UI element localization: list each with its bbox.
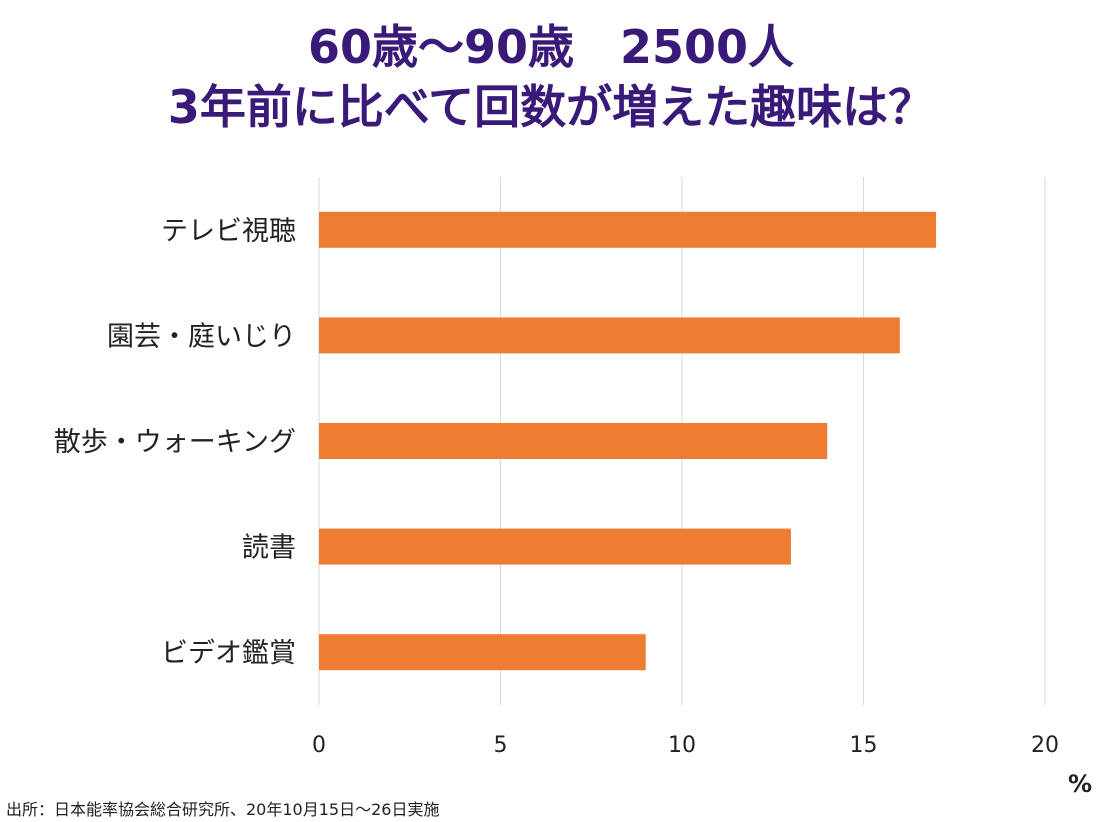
x-tick-label: 15 (850, 733, 878, 758)
bar (319, 211, 937, 248)
chart-title-line1: 60歳〜90歳 2500人 (307, 20, 795, 74)
bar (319, 317, 900, 354)
category-label: ビデオ鑑賞 (161, 638, 296, 669)
category-label: 読書 (242, 533, 296, 564)
x-tick-label: 10 (668, 733, 696, 758)
x-tick-label: 0 (312, 733, 326, 758)
chart-title-line2: 3年前に比べて回数が増えた趣味は？ (167, 80, 935, 134)
x-tick-label: 20 (1031, 733, 1059, 758)
bar (319, 634, 646, 671)
category-label: 園芸・庭いじり (107, 321, 296, 352)
category-label: 散歩・ウォーキング (54, 427, 296, 458)
x-axis-unit-label: % (1068, 770, 1092, 798)
x-tick-label: 5 (494, 733, 508, 758)
source-note: 出所：日本能率協会総合研究所、20年10月15日〜26日実施 (6, 800, 440, 819)
bar (319, 423, 828, 459)
category-label: テレビ視聴 (161, 216, 296, 247)
bar (319, 528, 791, 565)
